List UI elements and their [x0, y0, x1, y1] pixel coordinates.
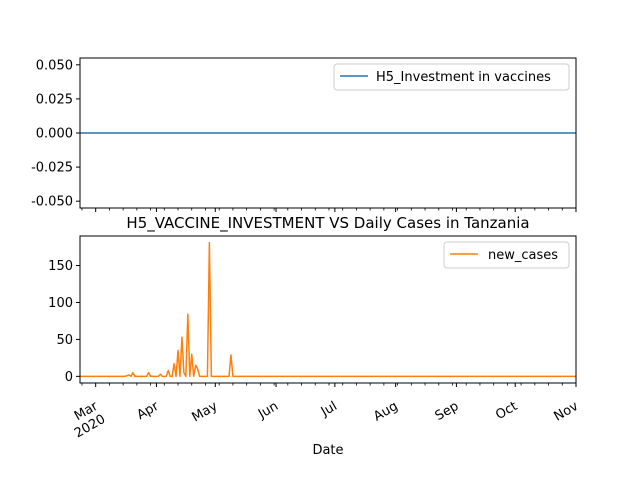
top-y-tick-label: 0.000: [36, 127, 73, 142]
top-y-tick-label: -0.025: [31, 161, 73, 176]
top-y-tick-label: 0.025: [36, 92, 73, 107]
top-legend-box: [333, 63, 570, 91]
top-y-axis-ticks: 0.050 0.025 0.000 -0.025 -0.050: [31, 58, 80, 210]
top-y-tick-label: -0.050: [31, 195, 73, 210]
top-axes-frame: [79, 57, 577, 209]
top-legend: H5_Investment in vaccines: [333, 63, 570, 91]
bottom-axes-frame: [79, 235, 577, 384]
bottom-legend: new_cases: [443, 241, 570, 269]
bottom-legend-box: [443, 241, 570, 269]
x-tick-label: Jul: [318, 399, 340, 420]
x-axis-label: Date: [312, 443, 343, 458]
top-subplot: 0.050 0.025 0.000 -0.025 -0.050 H5_Investmen…: [31, 57, 577, 212]
chart-title: H5_VACCINE_INVESTMENT VS Daily Cases in …: [126, 214, 529, 233]
bottom-y-tick-label: 0: [65, 370, 73, 385]
top-y-tick-label: 0.050: [36, 58, 73, 73]
bottom-legend-label: new_cases: [488, 248, 558, 263]
bottom-y-axis-ticks: 150 100 50 0: [48, 259, 80, 385]
bottom-series-lines: [80, 241, 576, 378]
series-line-new-cases: [80, 241, 576, 378]
bottom-y-tick-label: 100: [48, 296, 73, 311]
bottom-y-tick-label: 50: [56, 333, 73, 348]
bottom-y-tick-label: 150: [48, 259, 73, 274]
top-legend-label: H5_Investment in vaccines: [376, 70, 551, 85]
